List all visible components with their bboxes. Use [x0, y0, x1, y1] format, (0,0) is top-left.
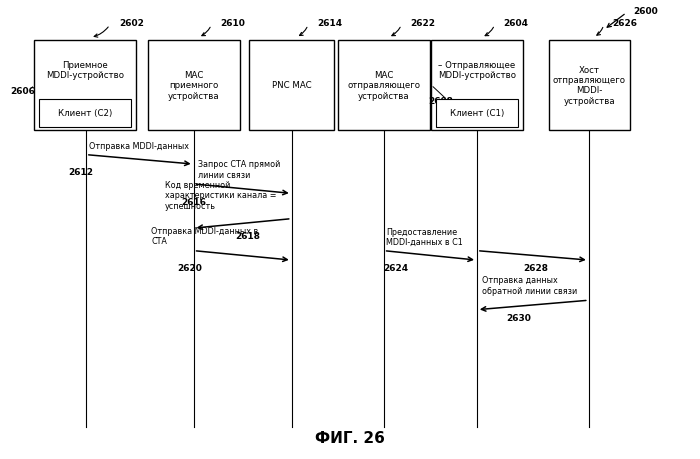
Text: 2606: 2606 [10, 86, 35, 95]
Text: Отправка MDDI-данных: Отправка MDDI-данных [90, 141, 189, 151]
Text: 2604: 2604 [504, 19, 528, 28]
Text: 2626: 2626 [612, 19, 638, 28]
Text: Клиент (С1): Клиент (С1) [450, 109, 504, 118]
Text: Клиент (С2): Клиент (С2) [58, 109, 112, 118]
Bar [549, 40, 630, 130]
Text: – Отправляющее
MDDI-устройство: – Отправляющее MDDI-устройство [438, 61, 516, 80]
Text: 2628: 2628 [523, 263, 548, 273]
Text: 2614: 2614 [317, 19, 342, 28]
Text: Отправка данных
обратной линии связи: Отправка данных обратной линии связи [482, 276, 577, 295]
Bar [337, 40, 430, 130]
Text: 2616: 2616 [181, 197, 206, 206]
Text: 2612: 2612 [69, 168, 94, 176]
Text: МАС
отправляющего
устройства: МАС отправляющего устройства [347, 71, 420, 101]
Bar [148, 40, 239, 130]
Text: МАС
приемного
устройства: МАС приемного устройства [168, 71, 219, 101]
Text: Запрос СТА прямой
линии связи: Запрос СТА прямой линии связи [197, 160, 280, 179]
Text: 2618: 2618 [234, 231, 260, 240]
Text: 2602: 2602 [119, 19, 144, 28]
Bar [431, 40, 523, 130]
Text: PNC MAC: PNC MAC [272, 81, 312, 90]
Text: 2600: 2600 [634, 7, 658, 16]
Text: 2622: 2622 [410, 19, 435, 28]
Bar [34, 40, 136, 130]
Text: Код временной
характеристики канала =
успешность: Код временной характеристики канала = ус… [164, 180, 276, 210]
Text: Отправка MDDI-данных в
СТА: Отправка MDDI-данных в СТА [151, 226, 258, 246]
Text: 2624: 2624 [383, 263, 408, 273]
Text: 2630: 2630 [506, 313, 531, 323]
Text: Хост
отправляющего
MDDI-
устройства: Хост отправляющего MDDI- устройства [553, 66, 626, 106]
Text: 2610: 2610 [220, 19, 245, 28]
Text: ФИГ. 26: ФИГ. 26 [315, 431, 385, 445]
Bar [39, 100, 131, 128]
Text: Приемное
MDDI-устройство: Приемное MDDI-устройство [46, 61, 124, 80]
Text: 2608: 2608 [428, 96, 453, 106]
Bar [435, 100, 518, 128]
Text: 2620: 2620 [177, 263, 202, 273]
Bar [249, 40, 334, 130]
Text: Предоставление
MDDI-данных в С1: Предоставление MDDI-данных в С1 [386, 227, 463, 246]
